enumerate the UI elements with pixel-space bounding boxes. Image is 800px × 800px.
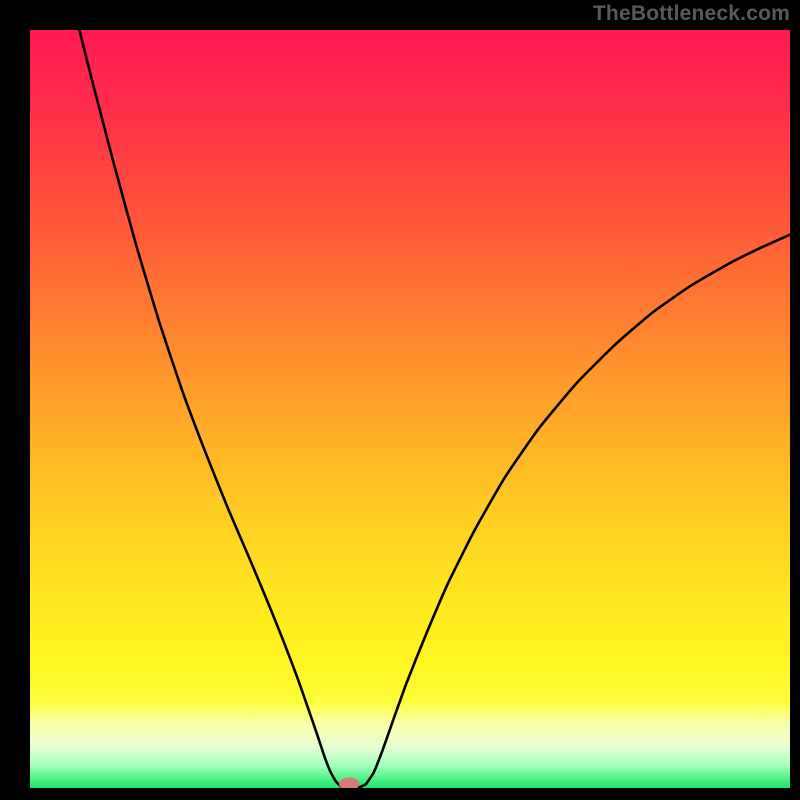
chart-frame: TheBottleneck.com (0, 0, 800, 800)
bottleneck-curve-plot (30, 30, 790, 788)
watermark-text: TheBottleneck.com (593, 2, 790, 26)
